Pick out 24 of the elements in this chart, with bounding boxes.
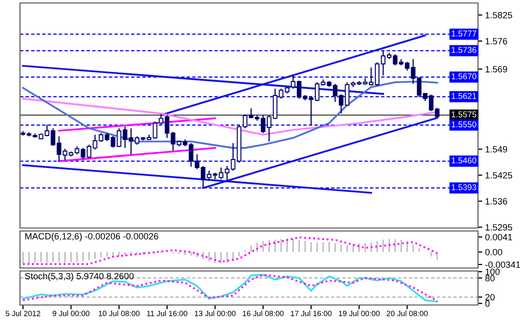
ref-line-label: 1.5621 [452,93,476,99]
ref-line-label: 1.5393 [452,184,476,190]
y-tick-label: 1.536 [486,198,508,205]
y-tick-label: 1.5295 [486,224,512,231]
ref-line-label: 1.5460 [452,157,476,164]
y-tick-label: 1.5425 [486,172,512,179]
y-tick-label: 20 [485,294,495,300]
y-tick-label: 0 [485,300,490,307]
ref-line-label: 1.5670 [452,73,476,80]
y-tick-label: -0.00341 [485,261,520,268]
ref-line-label: 1.5575 [452,112,476,118]
ref-line-label: 1.5777 [452,30,476,36]
y-tick-label: 1.5825 [486,12,512,18]
ref-line-label: 1.5550 [452,121,476,128]
chart-title: Stoch(5,3,3) 5.9740 8.2600 [24,272,134,282]
chart-title: MACD(6,12,6) -0.00206 -0.00026 [25,232,158,242]
y-tick-label: 1.576 [486,38,508,44]
ref-line-label: 1.5736 [452,46,476,53]
y-tick-label: 100 [486,268,500,275]
y-tick-label: 1.549 [486,146,508,152]
y-tick-label: 0.00 [485,248,502,256]
y-tick-label: 0.0041 [485,234,512,240]
y-tick-label: 1.569 [486,66,508,72]
y-tick-label: 80 [485,274,495,282]
